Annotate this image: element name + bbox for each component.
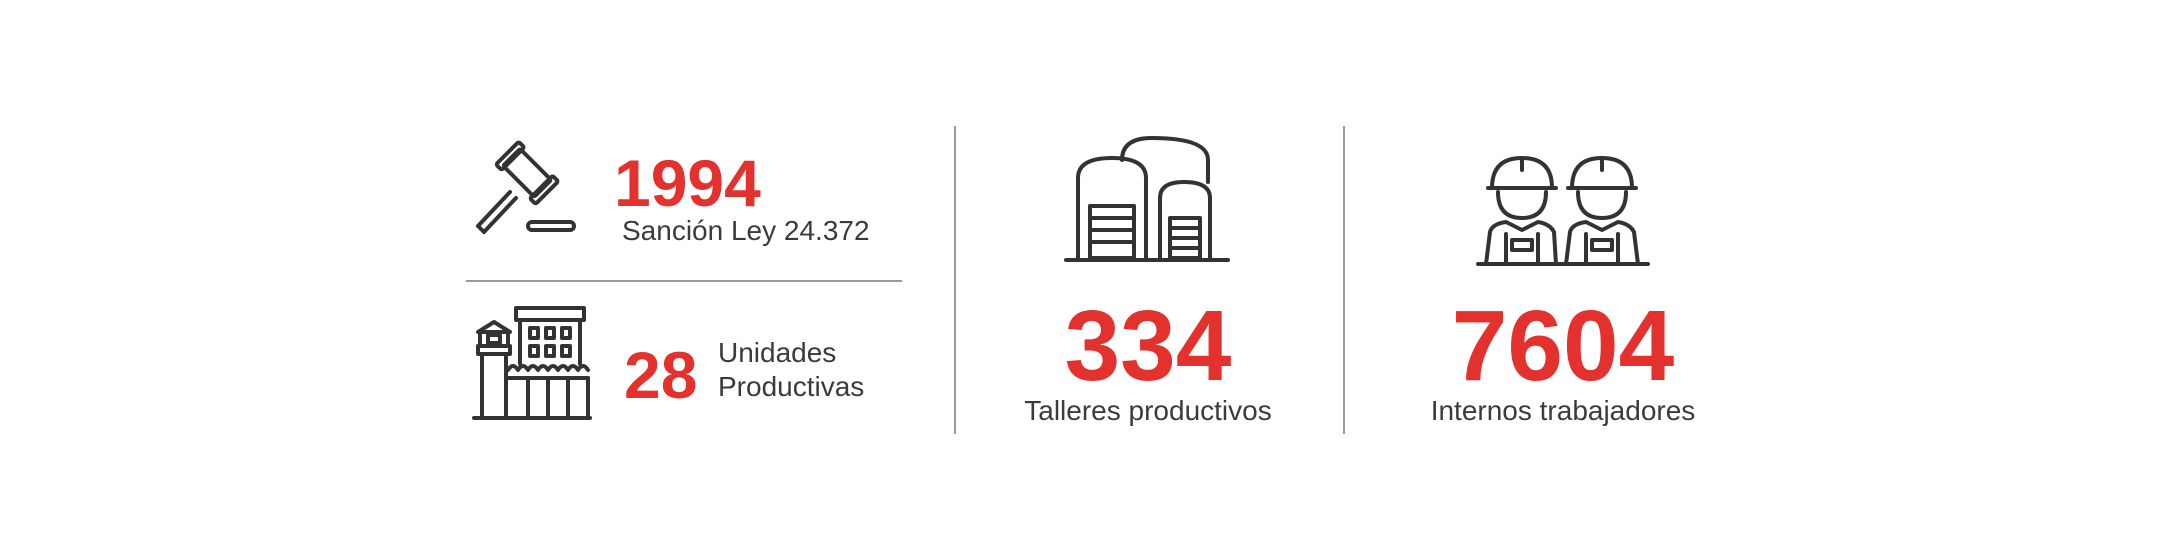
vertical-divider <box>954 126 956 434</box>
horizontal-divider <box>466 280 902 282</box>
prison-building-icon <box>472 304 592 420</box>
workers-label: Internos trabajadores <box>1430 395 1696 426</box>
law-year-value: 1994 <box>614 146 761 220</box>
workers-value: 7604 <box>1451 290 1675 402</box>
law-label: Sanción Ley 24.372 <box>622 215 870 246</box>
warehouse-icon <box>1062 134 1232 264</box>
units-label-line1: Unidades <box>718 337 837 368</box>
units-value: 28 <box>624 338 698 412</box>
workshops-value: 334 <box>1064 290 1232 402</box>
workshops-label: Talleres productivos <box>1024 395 1272 426</box>
gavel-icon <box>470 140 580 240</box>
units-label-line2: Productivas <box>718 371 865 402</box>
workers-icon <box>1476 148 1650 268</box>
vertical-divider <box>1343 126 1345 434</box>
